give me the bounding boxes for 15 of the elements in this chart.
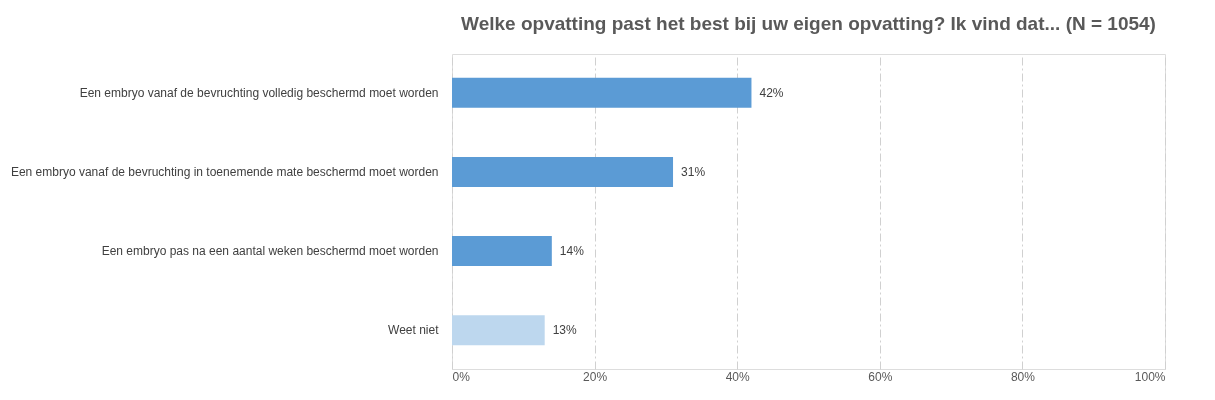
data-label: 14%: [559, 244, 585, 259]
y-tick-label: Een embryo vanaf de bevruchting volledig beschermd moet worden: [79, 85, 439, 100]
y-tick-label: Een embryo pas na een aantal weken beschermd moet worden: [101, 244, 439, 259]
x-tick-label: 80%: [1010, 369, 1036, 384]
data-label: 13%: [552, 323, 578, 338]
chart-title: Welke opvatting past het best bij uw eigen opvatting? Ik vind dat... (N = 1054): [461, 13, 1156, 34]
x-tick-label: 40%: [725, 369, 751, 384]
data-label: 31%: [681, 164, 706, 179]
x-tick-label: 100%: [1134, 369, 1166, 384]
x-tick-label: 60%: [868, 369, 893, 384]
y-tick-label: Weet niet: [388, 323, 440, 338]
y-tick-label: Een embryo vanaf de bevruchting in toenemende mate beschermd moet worden: [10, 164, 439, 179]
x-tick-label: 0%: [452, 369, 471, 384]
x-tick-label: 20%: [583, 369, 608, 384]
data-label: 42%: [759, 85, 784, 100]
